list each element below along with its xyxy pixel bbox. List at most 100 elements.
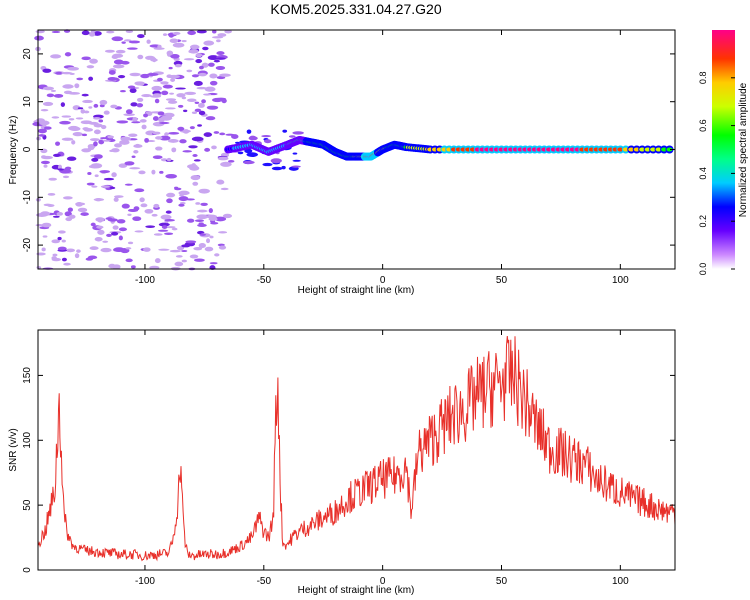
spectrogram-noise-blob — [50, 89, 56, 92]
spectrogram-noise-blob — [164, 219, 175, 222]
spectrogram-noise-blob — [182, 150, 192, 153]
spectrogram-noise-blob — [154, 258, 161, 264]
spectrogram-noise-blob — [67, 207, 73, 212]
spectrogram-noise-blob — [157, 229, 169, 232]
spectrogram-noise-blob — [261, 135, 272, 138]
spectrogram-noise-blob — [128, 133, 138, 137]
spectrogram-noise-blob — [81, 56, 91, 61]
spectrogram-x-label: Height of straight line (km) — [298, 285, 415, 296]
spectrogram-noise-blob — [152, 93, 162, 97]
spectrogram-noise-blob — [187, 30, 197, 36]
spectrogram-noise-blob — [288, 135, 296, 138]
spectrogram-noise-blob — [189, 254, 199, 259]
spectrogram-noise-blob — [51, 239, 60, 244]
spectrogram-noise-blob — [91, 185, 98, 188]
spectrogram-noise-blob — [164, 232, 174, 236]
snr-y-tick-label: 150 — [22, 367, 33, 384]
spectrogram-noise-blob — [103, 110, 110, 115]
spectrogram-noise-blob — [197, 103, 205, 108]
spectrogram-noise-blob — [227, 159, 235, 163]
spectrogram-noise-blob — [83, 110, 90, 114]
spectrogram-noise-blob — [65, 248, 76, 253]
spectrogram-noise-blob — [222, 213, 233, 219]
spectrogram-noise-blob — [292, 159, 301, 162]
spectrogram-noise-blob — [167, 100, 178, 104]
spectrogram-noise-blob — [216, 39, 221, 43]
spectrogram-noise-blob — [271, 166, 283, 171]
spectrogram-noise-blob — [281, 165, 286, 170]
spectrogram-noise-blob — [155, 136, 163, 140]
spectrogram-noise-blob — [198, 65, 204, 70]
spectrogram-noise-blob — [143, 113, 149, 118]
spectrogram-noise-blob — [282, 129, 288, 133]
spectrogram-noise-blob — [162, 84, 173, 89]
spectrogram-noise-blob — [158, 117, 165, 123]
spectrogram-noise-blob — [181, 249, 188, 253]
spectrogram-noise-blob — [99, 170, 111, 174]
spectrogram-noise-blob — [74, 83, 80, 89]
spectrogram-noise-blob — [198, 188, 210, 194]
spectrogram-noise-blob — [42, 68, 52, 73]
spectrogram-noise-blob — [209, 80, 218, 86]
spectrogram-noise-blob — [270, 158, 282, 164]
spectrogram-noise-blob — [170, 53, 180, 59]
spectrogram-noise-blob — [110, 104, 118, 109]
spectrogram-noise-blob — [213, 59, 220, 63]
snr-series-line — [37, 336, 676, 562]
spectrogram-noise-blob — [193, 159, 201, 162]
spectrogram-noise-blob — [157, 77, 163, 82]
spectrogram-noise-blob — [165, 98, 177, 101]
spectrogram-noise-blob — [179, 194, 184, 197]
spectrogram-noise-blob — [75, 201, 83, 207]
spectrogram-noise-blob — [121, 203, 130, 209]
spectrogram-noise-blob — [191, 74, 199, 78]
spectrogram-noise-blob — [141, 94, 152, 98]
spectrogram-noise-blob — [262, 162, 273, 167]
spectrogram-noise-blob — [169, 92, 174, 95]
spectrogram-noise-blob — [209, 73, 218, 79]
spectrogram-noise-blob — [197, 223, 207, 228]
spectrogram-noise-blob — [68, 214, 76, 219]
spectrogram-noise-blob — [119, 139, 130, 145]
spectrogram-noise-blob — [130, 265, 136, 269]
spectrogram-noise-blob — [132, 216, 142, 222]
colorbar-tick-label: 0.2 — [698, 215, 708, 228]
spectrogram-noise-blob — [166, 192, 176, 198]
spectrogram-noise-blob — [68, 118, 75, 121]
spectrogram-noise-blob — [46, 204, 55, 207]
spectrogram-noise-blob — [42, 101, 54, 106]
spectrogram-noise-blob — [219, 132, 226, 136]
spectrogram-noise-blob — [174, 261, 184, 267]
spectrogram-noise-blob — [188, 145, 198, 149]
spectrogram-noise-blob — [193, 246, 203, 251]
spectrogram-noise-blob — [71, 140, 76, 145]
spectrogram-noise-blob — [87, 143, 96, 150]
spectrogram-noise-blob — [144, 137, 149, 143]
spectrogram-noise-blob — [225, 133, 235, 136]
spectrogram-noise-blob — [205, 41, 214, 45]
spectrogram-noise-blob — [89, 138, 100, 142]
spectrogram-noise-blob — [113, 197, 119, 202]
spectrogram-noise-blob — [37, 128, 47, 134]
spectrogram-noise-blob — [113, 59, 124, 65]
spectrogram-noise-blob — [145, 225, 156, 229]
spectrogram-y-tick-label: 10 — [22, 96, 33, 108]
spectrogram-noise-blob — [212, 29, 217, 34]
spectrogram-noise-blob — [127, 241, 134, 245]
spectrogram-noise-blob — [55, 141, 61, 146]
spectrogram-noise-blob — [211, 145, 217, 150]
spectrogram-noise-blob — [80, 212, 89, 216]
spectrogram-noise-blob — [186, 164, 198, 169]
spectrogram-noise-blob — [208, 62, 215, 67]
spectrogram-noise-blob — [127, 85, 136, 89]
spectrogram-noise-blob — [194, 108, 202, 113]
spectrogram-noise-blob — [67, 66, 80, 71]
spectrogram-noise-blob — [160, 81, 169, 85]
spectrogram-noise-blob — [209, 235, 214, 239]
spectrogram-noise-blob — [76, 249, 81, 253]
spectrogram-noise-blob — [102, 240, 109, 243]
spectrogram-noise-blob — [165, 174, 178, 179]
spectrogram-noise-blob — [72, 105, 81, 111]
spectrogram-noise-blob — [187, 98, 197, 102]
spectrogram-noise-blob — [137, 54, 144, 60]
